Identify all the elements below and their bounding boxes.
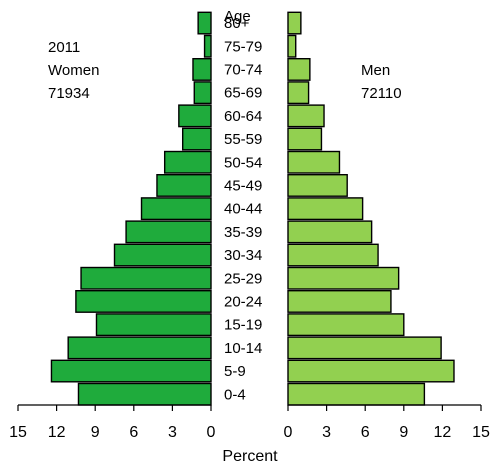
age-label-50-54: 50-54 [224, 154, 262, 171]
women-tick-label-6: 6 [129, 424, 138, 441]
age-label-75-79: 75-79 [224, 38, 262, 55]
age-label-60-64: 60-64 [224, 108, 262, 125]
age-label-0-4: 0-4 [224, 386, 246, 403]
age-label-40-44: 40-44 [224, 201, 262, 218]
men-bar-25-29 [287, 266, 400, 290]
women-tick-label-12: 12 [48, 424, 66, 441]
age-label-5-9: 5-9 [224, 363, 246, 380]
women-bars [50, 11, 212, 406]
men-bars [287, 11, 455, 406]
age-label-15-19: 15-19 [224, 317, 262, 334]
men-tick-label-15: 15 [472, 424, 490, 441]
men-bar-60-64 [287, 104, 325, 128]
women-bar-40-44 [140, 197, 212, 221]
women-year-label: 2011 [48, 39, 80, 56]
women-bar-10-14 [67, 336, 212, 360]
women-tick-label-15: 15 [9, 424, 27, 441]
age-label-55-59: 55-59 [224, 131, 262, 148]
age-axis-header: Age [224, 8, 251, 25]
women-bar-15-19 [95, 313, 212, 337]
men-tick-label-3: 3 [322, 424, 331, 441]
age-labels: 0-4 5-9 10-14 15-19 20-24 25-29 30-34 35-39 40-4… [224, 15, 262, 403]
age-label-35-39: 35-39 [224, 224, 262, 241]
men-tick-label-9: 9 [399, 424, 408, 441]
men-bar-50-54 [287, 150, 341, 174]
men-bar-45-49 [287, 173, 348, 197]
age-label-45-49: 45-49 [224, 177, 262, 194]
men-bar-65-69 [287, 81, 310, 105]
age-label-70-74: 70-74 [224, 61, 262, 78]
men-x-axis: 0 3 6 9 12 15 [284, 404, 490, 441]
women-bar-50-54 [163, 150, 212, 174]
age-label-25-29: 25-29 [224, 270, 262, 287]
women-tick-label-9: 9 [91, 424, 100, 441]
women-legend-label: Women [48, 62, 99, 79]
women-bar-55-59 [181, 127, 212, 151]
men-bar-75-79 [287, 34, 297, 58]
women-x-axis: 15 12 9 6 3 0 [9, 404, 216, 441]
men-bar-10-14 [287, 336, 442, 360]
women-bar-75-79 [203, 34, 212, 58]
men-bar-15-19 [287, 313, 405, 337]
men-tick-label-0: 0 [284, 424, 293, 441]
women-tick-label-3: 3 [168, 424, 177, 441]
women-bar-20-24 [75, 290, 212, 313]
women-total-label: 71934 [48, 85, 90, 102]
women-tick-label-0: 0 [207, 424, 216, 441]
women-bar-5-9 [50, 359, 212, 383]
women-bar-60-64 [178, 104, 212, 128]
men-total-label: 72110 [361, 85, 402, 102]
men-tick-label-6: 6 [361, 424, 370, 441]
men-bar-5-9 [287, 359, 455, 383]
women-bar-30-34 [113, 243, 212, 267]
women-bar-35-39 [125, 220, 212, 244]
women-bar-0-4 [77, 382, 212, 406]
age-label-10-14: 10-14 [224, 340, 262, 357]
men-bar-70-74 [287, 58, 311, 81]
women-bar-25-29 [80, 266, 212, 290]
x-axis-title: Percent [222, 448, 278, 465]
women-bar-70-74 [192, 58, 212, 81]
women-bar-65-69 [193, 81, 212, 105]
men-tick-label-12: 12 [434, 424, 452, 441]
men-bar-35-39 [287, 220, 373, 244]
age-label-80+: 80+ [224, 15, 250, 32]
women-bar-80+ [197, 11, 212, 35]
men-bar-20-24 [287, 290, 392, 313]
women-bar-45-49 [156, 173, 212, 197]
men-legend-label: Men [361, 62, 390, 79]
men-bar-40-44 [287, 197, 364, 221]
age-label-20-24: 20-24 [224, 293, 262, 310]
men-bar-80+ [287, 11, 302, 35]
men-bar-0-4 [287, 382, 426, 406]
age-label-30-34: 30-34 [224, 247, 262, 264]
age-label-65-69: 65-69 [224, 85, 262, 102]
men-bar-55-59 [287, 127, 323, 151]
men-bar-30-34 [287, 243, 379, 267]
